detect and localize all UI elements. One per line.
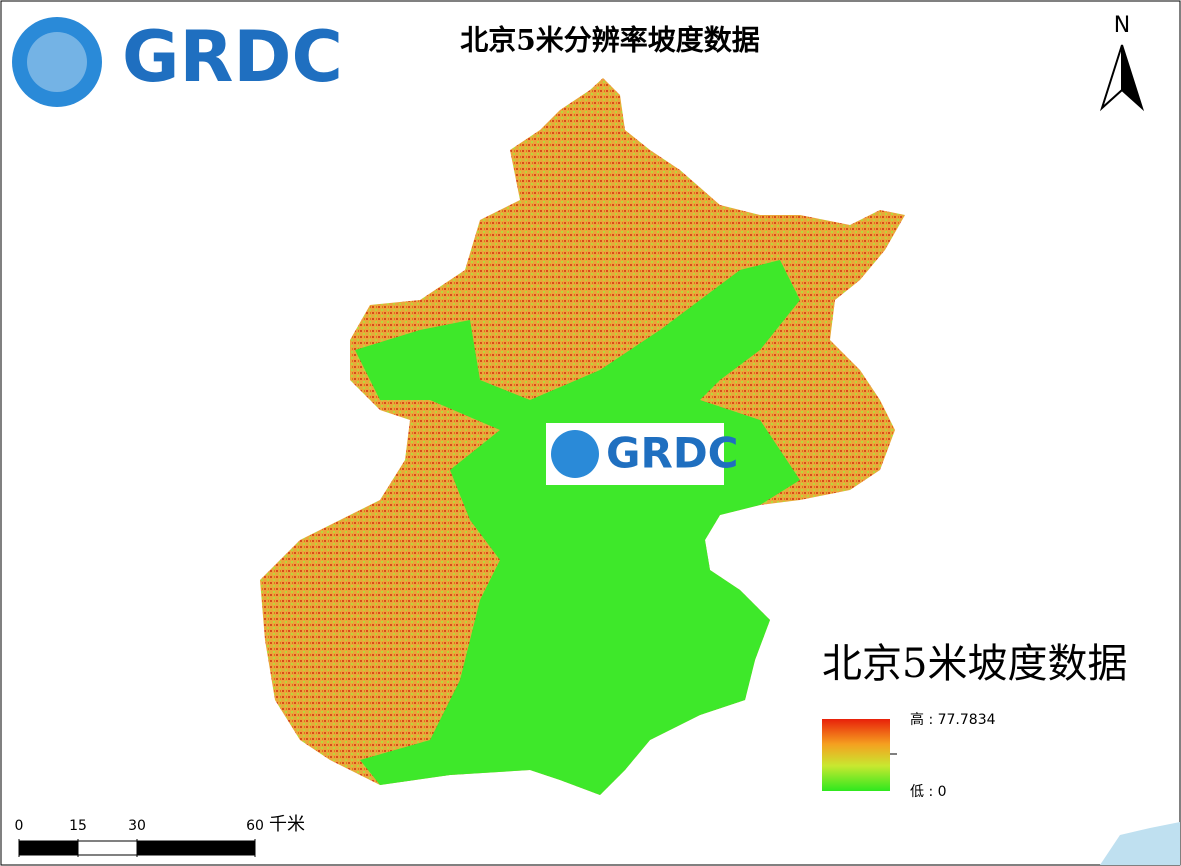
logo: GRDC xyxy=(122,16,343,98)
legend-title: 北京5米坡度数据 xyxy=(822,641,1127,687)
scale-label: 30 xyxy=(128,818,146,834)
legend-low: 低 : 0 xyxy=(910,784,947,800)
scale-segment xyxy=(136,840,256,856)
watermark-icon xyxy=(551,430,599,478)
title: 北京5米分辨率坡度数据 xyxy=(460,24,759,57)
legend-ramp xyxy=(822,719,890,791)
scale-segment xyxy=(18,840,79,856)
legend-high: 高 : 77.7834 xyxy=(910,711,996,728)
plain-region xyxy=(355,260,800,795)
north-label: N xyxy=(1114,13,1130,38)
scale-segment xyxy=(77,840,138,856)
watermark: GRDC xyxy=(606,429,739,478)
logo-icon xyxy=(27,32,87,92)
scale-label: 0 xyxy=(15,818,24,834)
scale-label: 15 xyxy=(69,818,87,834)
scale-label: 60 xyxy=(246,818,264,834)
north-arrow xyxy=(1121,44,1145,112)
scale-unit: 千米 xyxy=(269,814,305,835)
water xyxy=(1100,822,1180,865)
logo-icon xyxy=(12,17,102,107)
